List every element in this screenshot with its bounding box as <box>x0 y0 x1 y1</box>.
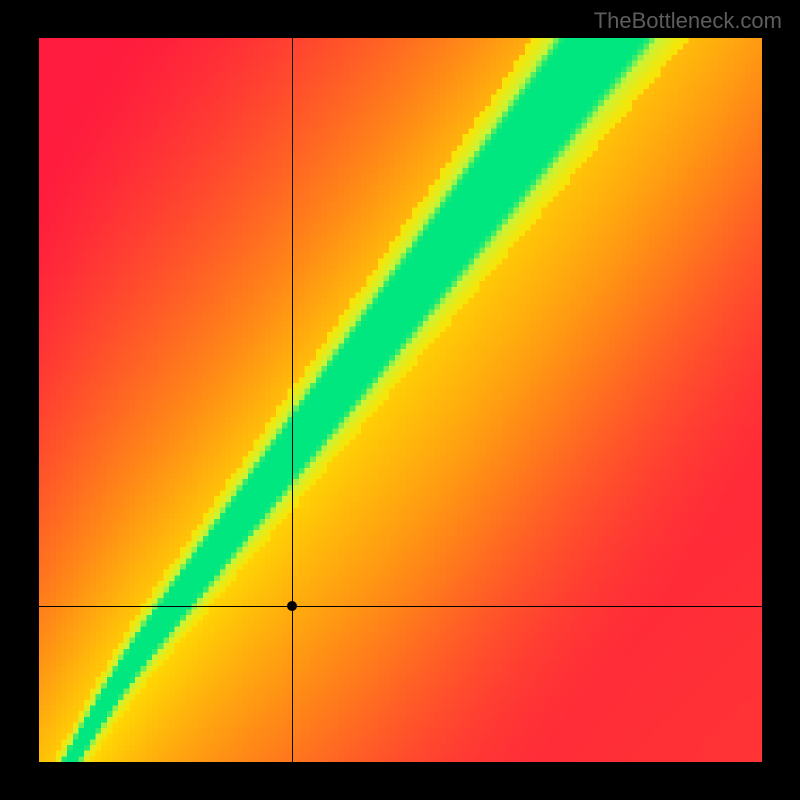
crosshair-horizontal <box>39 606 762 607</box>
crosshair-vertical <box>292 38 293 762</box>
watermark-text: TheBottleneck.com <box>594 8 782 34</box>
chart-container: TheBottleneck.com <box>0 0 800 800</box>
bottleneck-heatmap <box>39 38 762 762</box>
